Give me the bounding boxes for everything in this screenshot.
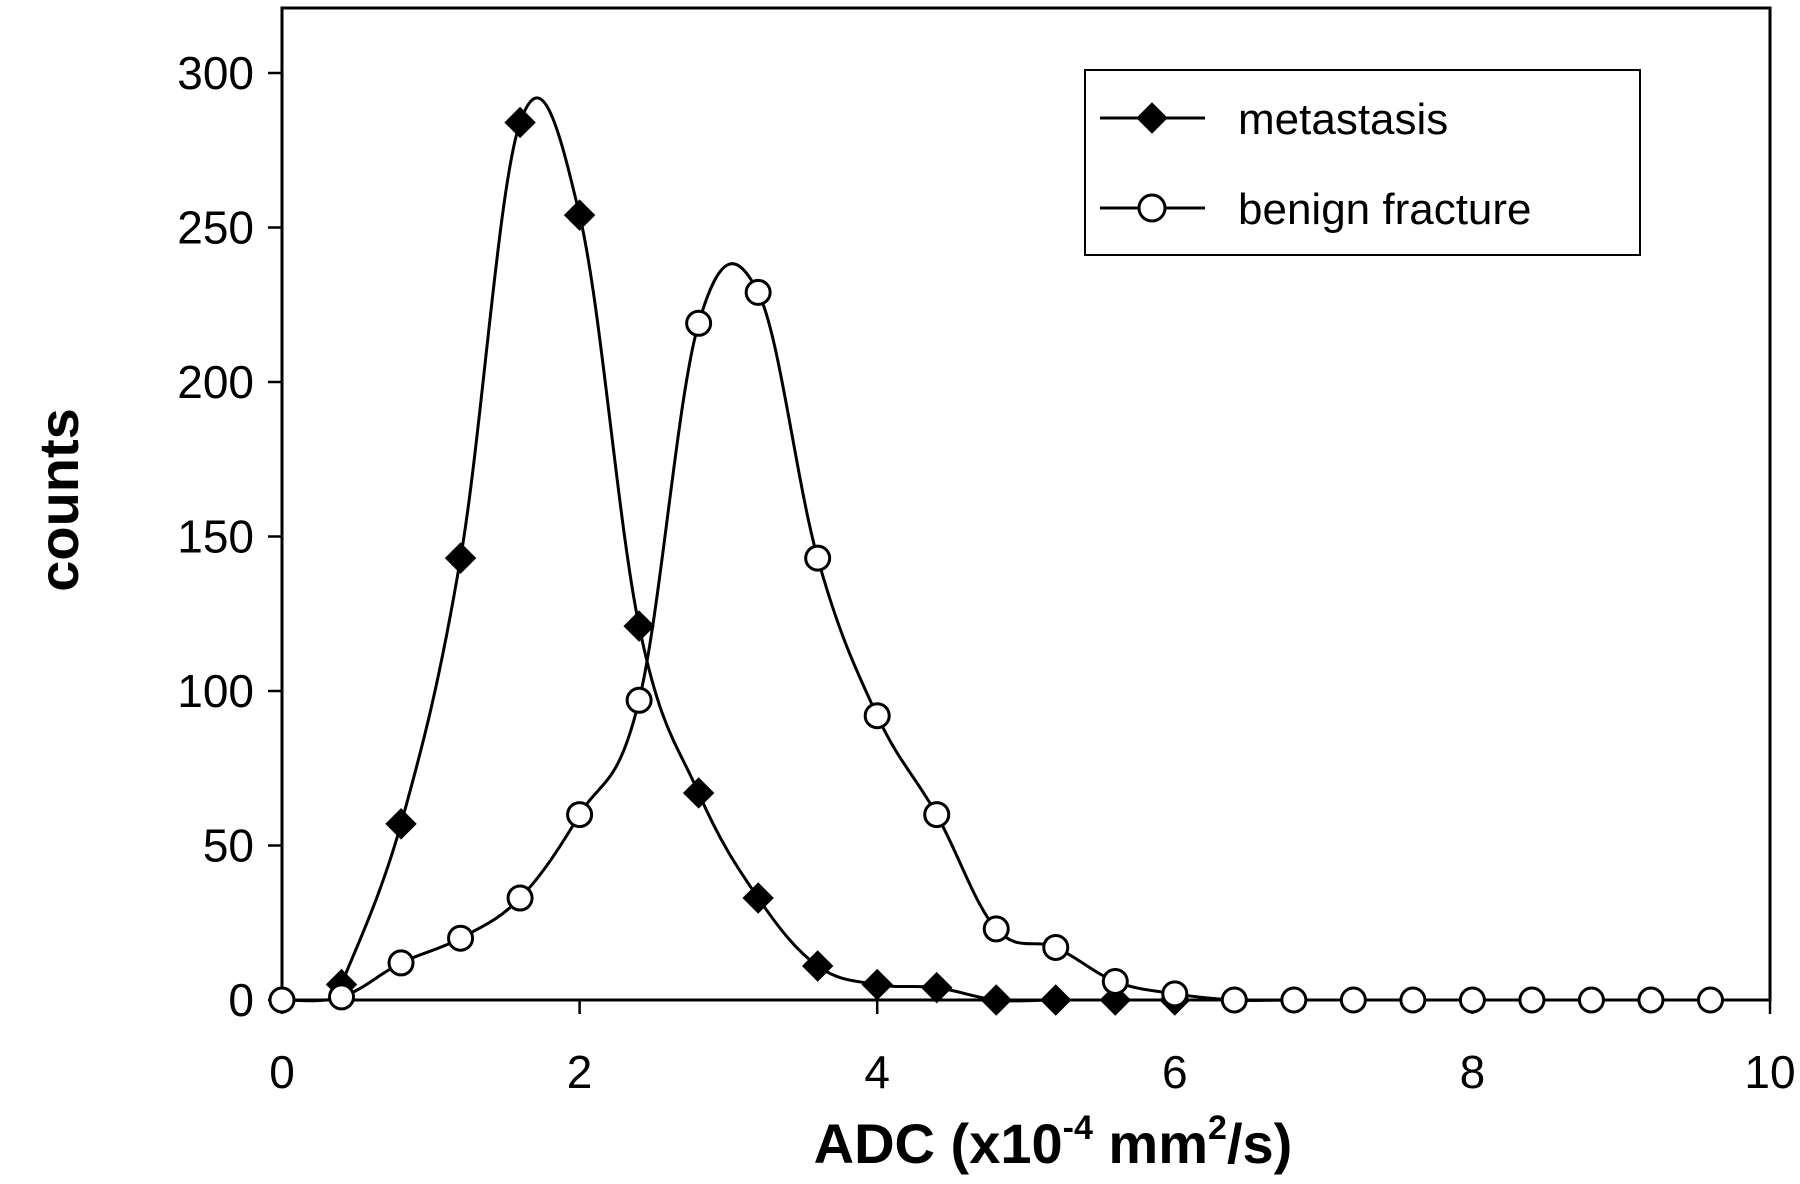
x-axis-title-main: ADC (x10 xyxy=(814,1112,1063,1175)
legend-label-metastasis: metastasis xyxy=(1238,95,1448,144)
data-point-benign-fracture-18 xyxy=(1339,986,1367,1014)
x-axis-title-exponent: -4 xyxy=(1063,1109,1093,1147)
series-benign-fracture xyxy=(268,262,1724,1014)
x-tick-label-6: 6 xyxy=(1162,1046,1188,1098)
data-point-benign-fracture-9 xyxy=(804,544,832,572)
data-point-benign-fracture-6 xyxy=(625,686,653,714)
data-point-benign-fracture-24 xyxy=(1696,986,1724,1014)
data-point-benign-fracture-0 xyxy=(268,986,296,1014)
data-point-benign-fracture-19 xyxy=(1399,986,1427,1014)
y-tick-label-150: 150 xyxy=(177,511,254,563)
data-point-benign-fracture-12 xyxy=(982,915,1010,943)
data-point-metastasis-5 xyxy=(623,610,655,642)
y-axis-title: counts xyxy=(27,408,90,592)
x-tick-label-2: 2 xyxy=(567,1046,593,1098)
legend-label-benign-fracture: benign fracture xyxy=(1238,185,1532,234)
data-point-benign-fracture-11 xyxy=(923,801,951,829)
x-tick-label-10: 10 xyxy=(1744,1046,1795,1098)
data-point-benign-fracture-23 xyxy=(1637,986,1665,1014)
data-point-benign-fracture-4 xyxy=(506,884,534,912)
y-tick-label-50: 50 xyxy=(203,820,254,872)
x-axis-title-mid: mm xyxy=(1093,1112,1208,1175)
y-axis-ticks: 0 50 100 150 200 250 300 xyxy=(177,47,282,1026)
data-point-metastasis-10 xyxy=(921,971,953,1004)
x-axis-title-exponent-2: 2 xyxy=(1208,1109,1227,1147)
x-tick-label-0: 0 xyxy=(269,1046,295,1098)
data-point-benign-fracture-1 xyxy=(328,983,356,1011)
data-point-metastasis-4 xyxy=(563,199,596,231)
data-point-benign-fracture-7 xyxy=(685,309,713,337)
data-point-benign-fracture-17 xyxy=(1280,986,1308,1014)
data-point-metastasis-8 xyxy=(801,950,834,982)
series-line-benign-fracture xyxy=(281,262,1711,1003)
data-point-metastasis-11 xyxy=(980,984,1012,1016)
data-point-metastasis-9 xyxy=(861,968,893,1001)
data-point-benign-fracture-3 xyxy=(447,924,475,952)
data-point-benign-fracture-22 xyxy=(1577,986,1605,1014)
data-point-benign-fracture-20 xyxy=(1458,986,1486,1014)
y-tick-label-100: 100 xyxy=(177,665,254,717)
y-tick-label-0: 0 xyxy=(228,974,254,1026)
series-layer xyxy=(268,96,1724,1016)
data-point-metastasis-7 xyxy=(742,882,774,914)
legend-box xyxy=(1084,69,1641,256)
data-point-metastasis-2 xyxy=(444,542,477,574)
legend-marker-benign-fracture xyxy=(1137,193,1167,223)
data-point-metastasis-12 xyxy=(1040,984,1072,1016)
legend-marker-metastasis xyxy=(1136,102,1168,134)
data-point-benign-fracture-14 xyxy=(1101,967,1129,995)
x-axis-ticks: 0 2 4 6 8 10 xyxy=(269,1000,1796,1098)
x-axis-title: ADC (x10-4 mm2/s) xyxy=(814,1109,1293,1175)
x-tick-label-8: 8 xyxy=(1460,1046,1486,1098)
data-point-metastasis-3 xyxy=(504,106,536,139)
y-tick-label-250: 250 xyxy=(177,202,254,254)
y-tick-label-300: 300 xyxy=(177,47,254,99)
data-point-benign-fracture-2 xyxy=(387,949,415,977)
legend: metastasis benign fracture xyxy=(1084,69,1641,256)
x-axis-title-end: /s) xyxy=(1227,1112,1292,1175)
data-point-benign-fracture-13 xyxy=(1042,933,1070,961)
series-metastasis xyxy=(325,96,1191,1016)
x-tick-label-4: 4 xyxy=(864,1046,890,1098)
data-point-metastasis-1 xyxy=(385,808,417,840)
data-point-metastasis-6 xyxy=(682,777,715,809)
data-point-benign-fracture-10 xyxy=(863,702,891,730)
data-point-benign-fracture-21 xyxy=(1518,986,1546,1014)
data-point-benign-fracture-8 xyxy=(744,278,772,306)
data-point-benign-fracture-15 xyxy=(1161,980,1189,1008)
data-point-benign-fracture-5 xyxy=(566,801,594,829)
data-point-benign-fracture-16 xyxy=(1220,986,1248,1014)
y-tick-label-200: 200 xyxy=(177,356,254,408)
